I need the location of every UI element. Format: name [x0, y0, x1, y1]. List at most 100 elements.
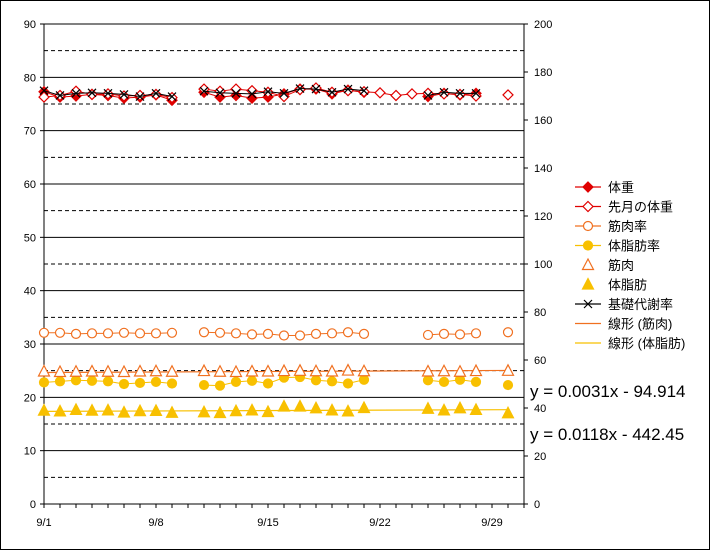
equation-muscle: y = 0.0031x - 94.914	[530, 382, 685, 401]
series-2-point	[262, 328, 274, 339]
series-6-point	[215, 88, 225, 98]
series-4-point	[309, 363, 323, 377]
series-5-point	[421, 401, 435, 414]
left-tick-label: 80	[24, 72, 36, 84]
legend-label: 筋肉	[608, 258, 634, 273]
series-4-point	[133, 364, 147, 377]
series-4-point	[437, 363, 451, 377]
series-6-point	[439, 87, 449, 97]
series-2-point	[118, 327, 130, 338]
series-6-point	[327, 87, 337, 97]
series-2-point	[246, 329, 258, 340]
series-4-point	[85, 364, 99, 377]
legend-label: 体脂肪	[608, 278, 647, 293]
series-1-point	[390, 89, 402, 102]
series-3-point	[230, 376, 242, 387]
series-6-point	[167, 92, 177, 101]
legend-item-3: 体脂肪率	[575, 239, 660, 254]
series-2-point	[102, 328, 114, 339]
series-5-point	[325, 403, 339, 416]
series-5-point	[341, 404, 355, 417]
legend-item-2: 筋肉率	[575, 219, 647, 234]
series-2	[38, 327, 514, 341]
series-1-point	[278, 90, 290, 103]
series-4-point	[293, 363, 307, 376]
legend-marker	[582, 181, 594, 193]
series-2-point	[278, 330, 290, 341]
series-1-point	[38, 91, 50, 103]
series-5-point	[133, 403, 147, 417]
series-2-point	[54, 327, 66, 338]
series-2-point	[166, 327, 178, 338]
right-tick-label: 60	[534, 355, 546, 367]
series-4-point	[277, 363, 291, 377]
series-2-point	[38, 327, 50, 338]
x-tick-label: 9/29	[481, 517, 502, 529]
legend-label: 線形 (体脂肪)	[608, 336, 685, 351]
legend-item-0: 体重	[575, 180, 634, 195]
left-tick-label: 50	[24, 232, 36, 244]
series-5-point	[245, 403, 259, 416]
series-4-point	[341, 363, 355, 376]
series-3-point	[326, 376, 338, 387]
series-5-point	[197, 405, 211, 418]
series-2-point	[150, 328, 162, 339]
series-3-line	[427, 379, 477, 383]
series-3-point	[166, 378, 178, 389]
series-5-point	[437, 403, 451, 416]
series-5-point	[453, 400, 467, 414]
series-6-point	[279, 88, 289, 98]
series-6-point	[199, 86, 209, 96]
series-5-point	[501, 405, 515, 419]
legend-item-5: 体脂肪	[581, 277, 647, 293]
series-5-point	[277, 399, 291, 412]
series-2-point	[470, 328, 482, 339]
left-tick-label: 10	[24, 446, 36, 458]
legend-label: 線形 (筋肉)	[608, 317, 672, 332]
series-5	[37, 399, 515, 419]
series-6-point	[231, 88, 241, 98]
right-tick-label: 100	[534, 259, 552, 271]
series-6-point	[87, 88, 97, 98]
series-1-point	[294, 83, 306, 96]
series-2-point	[198, 327, 210, 338]
equation-body-fat: y = 0.0118x - 442.45	[530, 425, 684, 444]
legend-marker	[582, 200, 594, 213]
series-3-point	[358, 374, 370, 385]
series-6-point	[343, 84, 353, 94]
series-6-point	[119, 89, 129, 99]
series-layer	[37, 82, 515, 419]
x-tick-label: 9/15	[257, 517, 278, 529]
series-4-point	[37, 364, 51, 377]
legend-item-1: 先月の体重	[575, 200, 673, 215]
series-4-point	[453, 364, 467, 377]
series-6-point	[247, 89, 257, 99]
series-3	[38, 371, 514, 391]
series-6-point	[295, 84, 305, 93]
series-6-point	[455, 88, 465, 98]
series-3-point	[86, 375, 98, 386]
series-4-point	[469, 363, 483, 377]
series-2-point	[454, 329, 466, 340]
series-3-point	[310, 375, 322, 386]
series-3-point	[438, 376, 450, 387]
series-3-point	[150, 376, 162, 387]
series-4-point	[229, 364, 243, 378]
series-6-point	[359, 86, 369, 96]
left-tick-label: 60	[24, 179, 36, 191]
series-6-point	[311, 84, 321, 94]
series-2-point	[422, 329, 434, 341]
series-5-point	[293, 399, 307, 412]
x-tick-label: 9/22	[369, 517, 390, 529]
series-2-point	[134, 328, 146, 339]
series-3-point	[470, 376, 482, 387]
series-4	[37, 363, 515, 378]
series-2-line	[427, 332, 477, 336]
series-6	[39, 84, 481, 101]
legend-marker	[583, 299, 593, 309]
legend-label: 先月の体重	[608, 200, 673, 215]
legend-item-7: 線形 (筋肉)	[575, 317, 672, 332]
legend-label: 基礎代謝率	[608, 297, 673, 312]
series-5-point	[309, 400, 323, 414]
